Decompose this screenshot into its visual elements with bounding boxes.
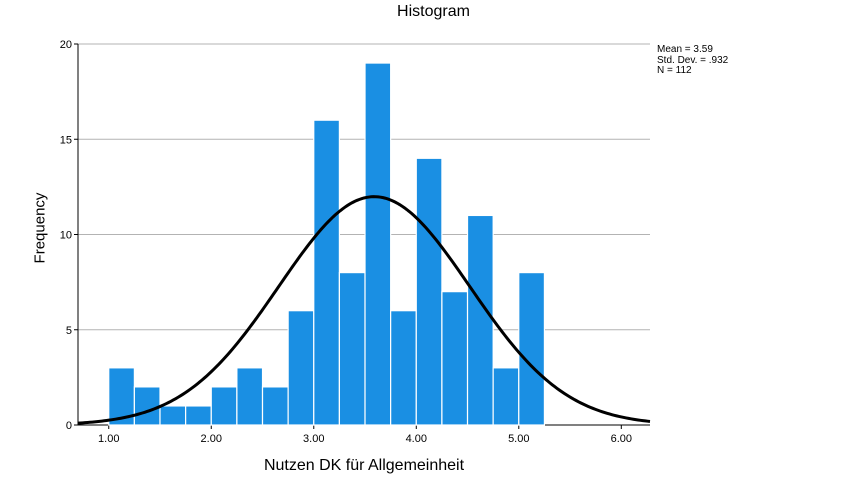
histogram-bar bbox=[133, 386, 161, 426]
histogram-bar bbox=[313, 119, 340, 426]
histogram-bar bbox=[338, 272, 366, 426]
x-tick-label: 5.00 bbox=[508, 433, 529, 445]
histogram-bar bbox=[261, 386, 289, 426]
histogram-bar bbox=[236, 367, 264, 426]
x-tick-label: 6.00 bbox=[611, 433, 632, 445]
x-tick-label: 2.00 bbox=[201, 433, 222, 445]
histogram-bar bbox=[518, 272, 546, 426]
y-tick-label: 5 bbox=[66, 325, 72, 337]
histogram-bar bbox=[492, 367, 520, 426]
mean-label: Mean = 3.59 bbox=[657, 44, 713, 55]
histogram-bar bbox=[210, 386, 238, 426]
n-label: N = 112 bbox=[657, 65, 692, 76]
std-dev-label: Std. Dev. = .932 bbox=[657, 54, 729, 66]
histogram-bar bbox=[159, 405, 187, 426]
x-axis-label: Nutzen DK für Allgemeinheit bbox=[263, 457, 465, 474]
x-tick-label: 4.00 bbox=[406, 433, 427, 445]
y-axis-label: Frequency bbox=[31, 192, 49, 264]
stats-box: Mean = 3.59 Std. Dev. = .932 N = 112 bbox=[657, 44, 729, 77]
x-tick-label: 3.00 bbox=[303, 433, 324, 445]
y-tick-label: 0 bbox=[66, 420, 72, 432]
chart-title: Histogram bbox=[397, 3, 470, 20]
histogram-bar bbox=[466, 214, 494, 426]
normal-curve bbox=[77, 195, 651, 425]
y-tick-label: 15 bbox=[60, 134, 72, 146]
x-tick-label: 1.00 bbox=[98, 433, 119, 445]
histogram-bar bbox=[287, 310, 315, 426]
histogram-bar bbox=[364, 62, 392, 426]
y-tick-label: 10 bbox=[60, 230, 72, 242]
histogram-bar bbox=[390, 310, 417, 426]
histogram-bar bbox=[415, 157, 443, 426]
y-tick-label: 20 bbox=[60, 39, 72, 51]
histogram-bar bbox=[441, 291, 469, 426]
histogram-bar bbox=[185, 405, 212, 426]
